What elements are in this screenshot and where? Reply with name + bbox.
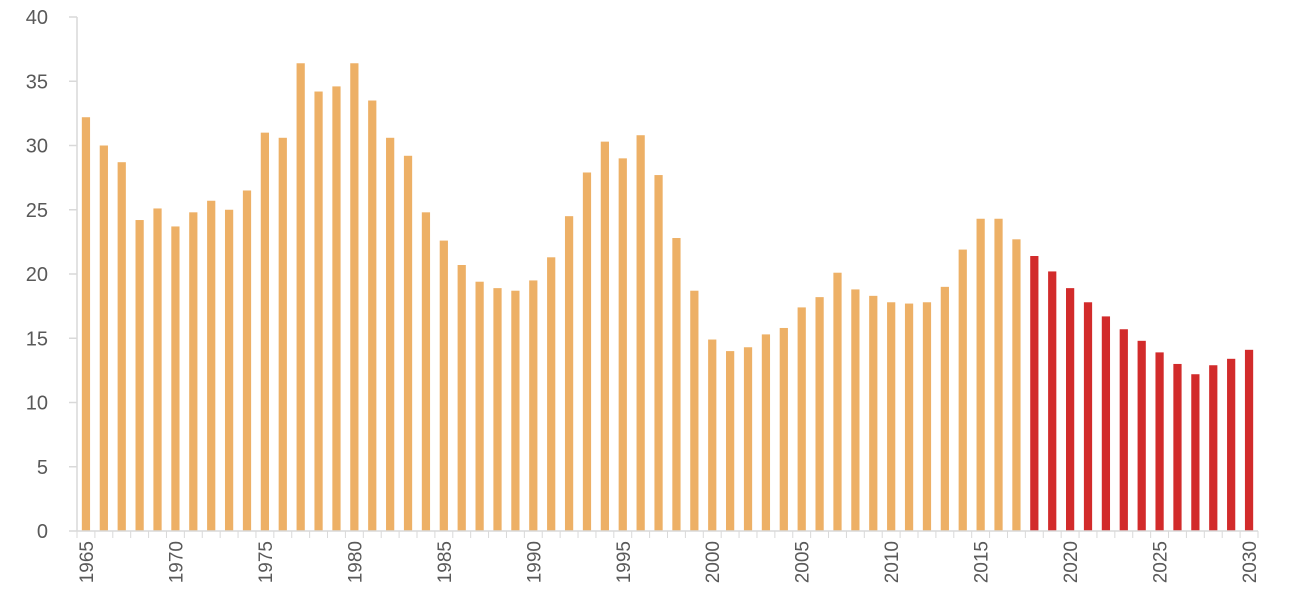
bar-1970 — [171, 226, 180, 531]
bar-1972 — [207, 200, 216, 531]
bar-1984 — [421, 212, 431, 531]
bar-projected-2018 — [1030, 256, 1039, 531]
bar-1967 — [117, 162, 126, 531]
bar-2000 — [708, 339, 717, 531]
bar-1973 — [224, 209, 234, 531]
bar-1997 — [654, 175, 663, 531]
bar-2017 — [1012, 239, 1021, 531]
bar-projected-2028 — [1209, 365, 1218, 531]
y-tick-label: 30 — [26, 136, 48, 158]
bar-2009 — [869, 295, 878, 531]
bar-1992 — [564, 216, 574, 532]
bar-1974 — [242, 190, 252, 532]
bar-1986 — [457, 265, 466, 531]
bar-1981 — [368, 100, 377, 532]
x-tick-label: 1985 — [435, 541, 456, 583]
bar-2008 — [851, 289, 860, 531]
bar-1999 — [690, 290, 699, 531]
bar-1978 — [314, 91, 323, 531]
y-tick-label: 35 — [26, 71, 48, 93]
x-tick-label: 2015 — [972, 541, 993, 583]
bar-2005 — [797, 307, 806, 531]
bar-2004 — [779, 327, 788, 531]
bar-1998 — [672, 238, 681, 531]
bar-2002 — [743, 347, 753, 531]
bar-1979 — [332, 86, 341, 531]
bar-2010 — [887, 302, 896, 531]
bar-1988 — [493, 288, 502, 531]
x-axis: 1965 1970 1975 1980 1985 1990 1995 2000 2005 2010… — [76, 530, 1261, 583]
bar-projected-2022 — [1101, 316, 1111, 531]
bar-1980 — [350, 63, 359, 531]
bars — [81, 63, 1254, 532]
bar-1977 — [296, 63, 305, 531]
bar-projected-2025 — [1155, 352, 1164, 531]
x-tick-label: 2025 — [1151, 541, 1172, 583]
bar-projected-2023 — [1119, 329, 1128, 531]
bar-2003 — [761, 334, 771, 531]
y-tick-label: 25 — [26, 200, 48, 222]
x-tick-label: 1995 — [614, 541, 635, 583]
bar-projected-2026 — [1173, 363, 1182, 531]
x-tick-label: 1990 — [524, 541, 545, 583]
bar-1966 — [99, 145, 108, 531]
bar-2011 — [904, 303, 914, 531]
x-tick-label: 1970 — [166, 541, 187, 583]
x-tick-label: 2010 — [882, 541, 903, 583]
bar-1983 — [403, 155, 413, 531]
y-axis: 0 5 10 15 20 25 30 35 40 — [26, 7, 78, 543]
x-tick-label: 2030 — [1240, 541, 1261, 583]
y-tick-label: 0 — [37, 521, 48, 543]
bar-1990 — [529, 280, 538, 531]
y-tick-label: 40 — [26, 7, 48, 29]
x-tick-label: 2000 — [703, 541, 724, 583]
y-tick-label: 10 — [26, 393, 48, 415]
bar-1995 — [618, 158, 627, 531]
x-tick-label: 1975 — [256, 541, 277, 583]
bar-1994 — [600, 141, 609, 531]
bar-1965 — [81, 117, 91, 531]
y-tick-label: 15 — [26, 328, 48, 350]
bar-2012 — [922, 302, 932, 531]
bar-1968 — [135, 220, 144, 531]
y-tick-label: 20 — [26, 264, 48, 286]
bar-projected-2029 — [1227, 358, 1236, 531]
bar-projected-2024 — [1137, 340, 1146, 531]
bar-projected-2030 — [1244, 349, 1254, 531]
bar-1989 — [511, 290, 520, 531]
bar-2013 — [940, 286, 949, 531]
x-tick-label: 2005 — [793, 541, 814, 583]
bar-1976 — [278, 137, 287, 532]
y-tick-label: 5 — [37, 457, 48, 479]
bar-1969 — [153, 208, 162, 531]
bar-projected-2027 — [1191, 374, 1200, 531]
bar-2016 — [994, 218, 1003, 531]
bar-1991 — [547, 257, 556, 531]
bar-1985 — [439, 240, 448, 531]
bar-1996 — [636, 135, 645, 531]
bar-1971 — [189, 212, 198, 531]
bar-2001 — [726, 351, 735, 531]
x-tick-label: 1965 — [77, 541, 98, 583]
bar-2014 — [958, 249, 967, 531]
bar-2007 — [833, 272, 842, 531]
bar-projected-2021 — [1083, 302, 1093, 531]
bar-1987 — [475, 281, 484, 531]
bar-1975 — [260, 132, 269, 531]
bar-projected-2020 — [1066, 288, 1075, 531]
bar-projected-2019 — [1048, 271, 1057, 531]
bar-1982 — [386, 137, 395, 532]
bar-2015 — [976, 218, 985, 531]
x-tick-label: 2020 — [1061, 541, 1082, 583]
x-tick-label: 1980 — [345, 541, 366, 583]
bar-2006 — [815, 297, 824, 531]
bar-1993 — [582, 172, 592, 532]
